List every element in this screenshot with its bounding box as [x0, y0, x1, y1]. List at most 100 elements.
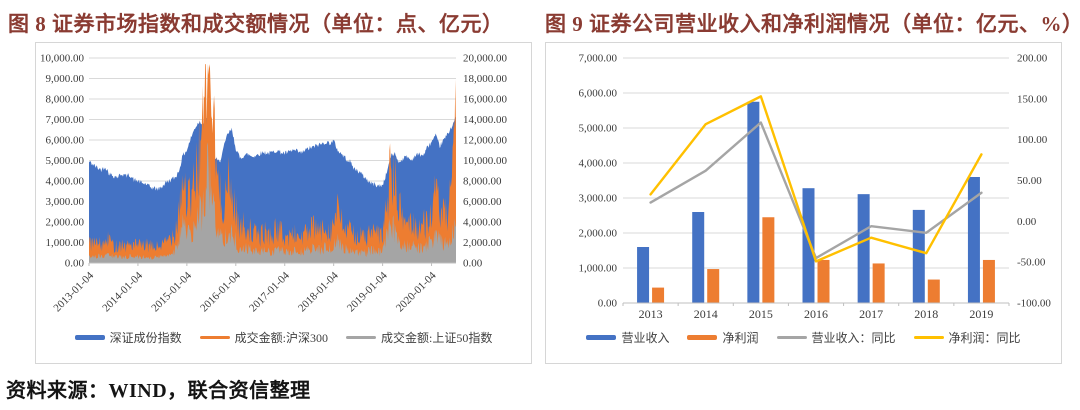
figure9-legend-label-2: 营业收入：同比 — [811, 331, 896, 345]
figure9-legend-label-1: 净利润 — [722, 331, 759, 345]
figure8-left-axis-tick-label: 7,000.00 — [46, 114, 85, 126]
figure9-left-axis-tick-label: 4,000.00 — [579, 158, 618, 170]
figure9-x-tick-label: 2015 — [749, 307, 773, 321]
figure8-right-axis-tick-label: 14,000.00 — [463, 114, 508, 126]
figure9-left-axis-tick-label: 7,000.00 — [579, 53, 618, 65]
figure8-right-axis-labels: 0.00 2,000.00 4,000.00 6,000.00 8,000.00 10,0… — [463, 53, 508, 270]
figure9-left-axis-tick-label: 2,000.00 — [579, 228, 618, 240]
figure9-legend-item-2: 营业收入：同比 — [776, 329, 896, 346]
figure8-right-axis-tick-label: 16,000.00 — [463, 94, 508, 106]
figure9-legend-label-0: 营业收入 — [621, 331, 670, 345]
figure9-chart-panel: 2013 2014 2015 2016 2017 2018 2019 0.00 1,000.00… — [545, 42, 1062, 364]
figure8-x-tick-label: 2017-01-04 — [247, 269, 292, 314]
figure9-bar — [652, 287, 665, 303]
figure9-bars-1 — [652, 217, 995, 303]
figure8-right-axis-tick-label: 20,000.00 — [463, 53, 508, 65]
figure8-series-1 — [89, 64, 456, 264]
figure9-right-axis-tick-label: 150.00 — [1017, 93, 1048, 105]
figure8-left-axis-tick-label: 5,000.00 — [46, 155, 85, 167]
figure9-bar — [802, 188, 815, 303]
figure9-right-axis-tick-label: 200.00 — [1017, 53, 1048, 65]
figure9-bar — [692, 212, 705, 303]
figure8-title: 图 8 证券市场指数和成交额情况（单位：点、亿元） — [8, 12, 504, 36]
figure8-chart-panel: 2013-01-04 2014-01-04 2015-01-04 2016-01-04… — [35, 42, 532, 364]
figure8-left-axis-tick-label: 8,000.00 — [46, 94, 85, 106]
figure8-left-axis-tick-label: 10,000.00 — [40, 53, 85, 65]
figure8-right-axis-tick-label: 6,000.00 — [463, 196, 502, 208]
figure9-x-tick-label: 2018 — [914, 307, 938, 321]
figure9-bar — [912, 209, 925, 303]
figure8-x-tick-label: 2016-01-04 — [198, 269, 243, 314]
figure8-legend-marker-2 — [346, 336, 376, 339]
figure9-left-axis-tick-label: 6,000.00 — [579, 88, 618, 100]
figure9-right-axis-tick-label: -50.00 — [1017, 257, 1046, 269]
figure8-legend-item-1: 成交金额:沪深300 — [199, 329, 328, 346]
figure8-right-axis-tick-label: 0.00 — [463, 258, 483, 270]
figure8-left-axis-tick-label: 2,000.00 — [46, 217, 85, 229]
figure9-x-tick-label: 2014 — [694, 307, 718, 321]
figure9-left-axis-tick-label: 5,000.00 — [579, 123, 618, 135]
figure9-title: 图 9 证券公司营业收入和净利润情况（单位：亿元、%） — [545, 12, 1080, 36]
figure9-bar — [982, 259, 995, 303]
figure9-legend: 营业收入 净利润 营业收入：同比 净利润：同比 — [546, 329, 1061, 346]
figure8-legend-item-0: 深证成份指数 — [74, 329, 182, 346]
figure8-right-axis-tick-label: 18,000.00 — [463, 73, 508, 85]
figure9-bar — [857, 194, 870, 303]
figure9-x-tick-label: 2017 — [859, 307, 883, 321]
figure8-right-axis-tick-label: 12,000.00 — [463, 135, 508, 147]
figure8-left-axis-tick-label: 0.00 — [65, 258, 85, 270]
figure9-x-tick-label: 2016 — [804, 307, 828, 321]
figure9-bar — [967, 177, 980, 303]
figure9-bar — [817, 259, 830, 303]
figure9-line-1 — [649, 95, 983, 263]
figure9-right-axis-tick-label: 50.00 — [1017, 175, 1042, 187]
figure8-right-axis-tick-label: 2,000.00 — [463, 237, 502, 249]
figure8-x-tick-label: 2018-01-04 — [296, 269, 341, 314]
figure9-right-axis-tick-label: 0.00 — [1017, 216, 1037, 228]
figure8-series — [89, 64, 456, 264]
figure8-legend-label-0: 深证成份指数 — [109, 331, 182, 345]
figure9-legend-marker-0 — [586, 335, 617, 340]
figure8-right-axis-tick-label: 4,000.00 — [463, 217, 502, 229]
figure9-left-axis-labels: 0.00 1,000.00 2,000.00 3,000.00 4,000.00 5,00… — [579, 53, 618, 310]
figure8-left-axis-tick-label: 4,000.00 — [46, 176, 85, 188]
figure8-x-axis-labels: 2013-01-04 2014-01-04 2015-01-04 2016-01-04… — [51, 263, 439, 314]
figure9-legend-item-1: 净利润 — [687, 329, 759, 346]
figure9-bar — [927, 279, 940, 303]
figure9-right-axis-labels: -100.00 -50.00 0.00 50.00 100.00 150.00 200.00 — [1017, 53, 1051, 310]
figure8-left-axis-tick-label: 1,000.00 — [46, 237, 85, 249]
figure9-right-axis-tick-label: -100.00 — [1017, 298, 1051, 310]
figure9-legend-marker-1 — [687, 335, 718, 340]
figure8-x-tick-label: 2013-01-04 — [51, 269, 96, 314]
figure9-legend-item-0: 营业收入 — [586, 329, 669, 346]
figure9-x-axis-labels: 2013 2014 2015 2016 2017 2018 2019 — [622, 303, 1010, 321]
figure9-legend-marker-2 — [776, 336, 807, 339]
figure8-legend-label-2: 成交金额:上证50指数 — [381, 331, 493, 345]
figure9-bar — [747, 101, 760, 303]
figure8-left-axis-labels: 0.00 1,000.00 2,000.00 3,000.00 4,000.00 5,00… — [40, 53, 85, 270]
figure9-left-axis-tick-label: 1,000.00 — [579, 263, 618, 275]
figure8-x-tick-label: 2015-01-04 — [149, 269, 194, 314]
figure9-legend-item-3: 净利润：同比 — [913, 329, 1021, 346]
figure9-left-axis-tick-label: 3,000.00 — [579, 193, 618, 205]
figure8-legend-marker-1 — [199, 336, 230, 339]
figure8-left-axis-tick-label: 3,000.00 — [46, 196, 85, 208]
figure8-legend: 深证成份指数 成交金额:沪深300 成交金额:上证50指数 — [36, 329, 531, 346]
figure8-legend-label-1: 成交金额:沪深300 — [234, 331, 328, 345]
figure8-right-axis-tick-label: 10,000.00 — [463, 155, 508, 167]
figure8-x-tick-label: 2020-01-04 — [394, 269, 439, 314]
figure9-bar — [762, 217, 775, 303]
figure9-left-axis-tick-label: 0.00 — [598, 298, 618, 310]
figure9-bar — [872, 263, 885, 303]
figure9-chart-canvas: 2013 2014 2015 2016 2017 2018 2019 0.00 1,000.00… — [579, 53, 1052, 322]
figure8-legend-item-2: 成交金额:上证50指数 — [346, 329, 492, 346]
figure9-bar — [637, 247, 650, 303]
figure9-legend-marker-3 — [913, 336, 944, 339]
figure9-bar — [707, 269, 720, 303]
figure9-legend-label-3: 净利润：同比 — [948, 331, 1021, 345]
source-note: 资料来源：WIND，联合资信整理 — [6, 380, 311, 402]
figure8-x-tick-label: 2014-01-04 — [100, 269, 145, 314]
figure8-x-tick-label: 2019-01-04 — [345, 269, 390, 314]
figure8-right-axis-tick-label: 8,000.00 — [463, 176, 502, 188]
